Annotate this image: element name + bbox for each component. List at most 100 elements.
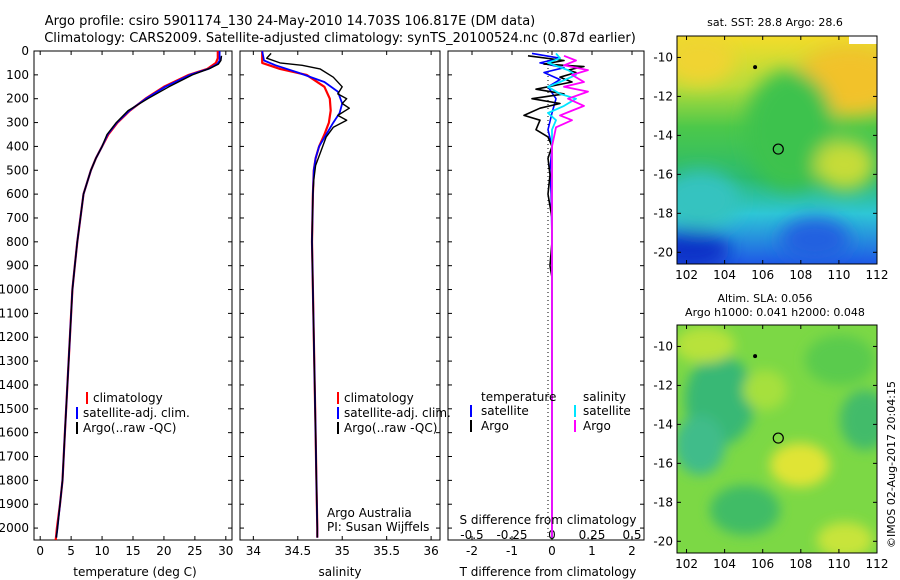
s-tick-label: 0.5 [622, 528, 641, 542]
lon-tick-label: 108 [789, 268, 812, 282]
salinity-axes-frame [239, 50, 441, 541]
sst-cold-patch [780, 218, 850, 262]
sla-low-patch [710, 485, 780, 535]
difference-depth-ticks [448, 50, 644, 529]
temperature-series [54, 51, 223, 541]
series-line-t-argo [523, 55, 585, 538]
legend-label-climatology: climatology [93, 391, 163, 405]
legend-label-satellite: satellite-adj. clim. [344, 406, 451, 420]
depth-tick-label: 900 [6, 259, 29, 273]
lon-tick-label: 106 [751, 557, 774, 571]
series-line-argo-raw-qc- [266, 52, 350, 538]
depth-tick-label: 200 [6, 92, 29, 106]
lat-tick-label: -12 [653, 89, 673, 103]
series-line-s-argo [551, 54, 589, 538]
salinity-xlabel: salinity [318, 565, 361, 579]
sst-map-axes: 102 104 106 108 110 112 -10 -12 -14 -16 -18 -20 [653, 36, 888, 282]
sst-field [677, 36, 877, 264]
difference-xlabel: T difference from climatology [459, 565, 637, 579]
island-marker [753, 354, 758, 359]
x-tick-label: 25 [187, 544, 202, 558]
salinity-depth-ticks [240, 50, 440, 529]
annotation-pi: PI: Susan Wijffels [327, 520, 429, 534]
legend-title-temperature: temperature [481, 390, 556, 404]
x-tick-label: 0 [36, 544, 44, 558]
depth-tick-label: 1600 [0, 426, 29, 440]
lat-tick-label: -14 [653, 417, 673, 431]
difference-series [523, 52, 589, 538]
sst-green-tongue [745, 70, 835, 190]
legend-label-argo: Argo(..raw -QC) [83, 421, 176, 435]
lon-tick-label: 112 [866, 557, 889, 571]
sst-cool-patch [677, 170, 740, 230]
depth-tick-label: 1900 [0, 497, 29, 511]
series-line-satellite-adj-clim- [261, 50, 344, 538]
depth-tick-label: 1200 [0, 330, 29, 344]
lat-tick-label: -20 [653, 245, 673, 259]
x-tick-label: 1 [588, 544, 596, 558]
depth-tick-label: 600 [6, 187, 29, 201]
depth-tick-label: 100 [6, 68, 29, 82]
annotation-institution: Argo Australia [327, 506, 412, 520]
salinity-difference-label: S difference from climatology [460, 513, 637, 527]
sla-high-patch [677, 327, 735, 363]
sst-map-panel: sat. SST: 28.8 Argo: 28.6 102 104 106 108 11… [653, 16, 888, 282]
x-tick-label: 5 [67, 544, 75, 558]
salinity-legend: climatology satellite-adj. clim. Argo(..… [337, 391, 451, 435]
lon-tick-label: 104 [713, 557, 736, 571]
difference-panel: -2 -1 0 1 2 -0.5 -0.25 0 0.25 0.5 T difference f… [447, 50, 645, 579]
lon-tick-label: 106 [751, 268, 774, 282]
sst-cold-patch [677, 230, 730, 264]
depth-tick-label: 1800 [0, 473, 29, 487]
difference-legend: temperature satellite Argo salinity sate… [470, 390, 631, 433]
lat-tick-label: -12 [653, 378, 673, 392]
difference-axes-frame [447, 50, 645, 541]
series-line-climatology [54, 51, 219, 541]
sla-map-title-line-1: Altim. SLA: 0.056 [717, 292, 812, 305]
sla-axes-frame [676, 324, 878, 554]
depth-tick-label: 1700 [0, 450, 29, 464]
salinity-x-axis: 34 34.5 35 35.5 36 [246, 51, 439, 558]
sla-map-axes: 102 104 106 108 110 112 -10 -12 -14 -16 -18 -20 [653, 325, 888, 571]
legend-label-s-satellite: satellite [583, 404, 631, 418]
x-tick-label: 36 [423, 544, 438, 558]
lat-tick-label: -10 [653, 50, 673, 64]
depth-tick-label: 800 [6, 235, 29, 249]
sla-mid-patch [743, 370, 787, 410]
figure-title-line-1: Argo profile: csiro 5901174_130 24-May-2… [45, 14, 536, 29]
island-marker [753, 65, 758, 70]
x-tick-label: 0 [548, 544, 556, 558]
lat-tick-label: -18 [653, 495, 673, 509]
legend-label-t-argo: Argo [481, 419, 509, 433]
depth-tick-label: 500 [6, 163, 29, 177]
x-tick-label: 30 [218, 544, 233, 558]
x-tick-label: -2 [466, 544, 478, 558]
salinity-series [261, 50, 350, 538]
sst-warm-patch [677, 36, 735, 85]
depth-tick-label: 1100 [0, 306, 29, 320]
legend-label-satellite: satellite-adj. clim. [83, 406, 190, 420]
sst-axes-frame [676, 35, 878, 265]
lon-tick-label: 104 [713, 268, 736, 282]
x-tick-label: 10 [94, 544, 109, 558]
sst-yellow-patch [815, 140, 875, 190]
lat-tick-label: -10 [653, 339, 673, 353]
sst-markers [753, 65, 784, 155]
lat-tick-label: -16 [653, 167, 673, 181]
depth-tick-label: 1000 [0, 283, 29, 297]
legend-label-s-argo: Argo [583, 419, 611, 433]
sla-low-patch [840, 390, 877, 450]
depth-tick-label: 1500 [0, 402, 29, 416]
lon-tick-label: 110 [827, 557, 850, 571]
s-tick-label: -0.25 [496, 528, 527, 542]
temperature-x-axis: 0 5 10 15 20 25 30 [36, 51, 233, 558]
sla-field [677, 325, 877, 553]
sla-map-panel: Altim. SLA: 0.056 Argo h1000: 0.041 h200… [653, 292, 888, 571]
difference-x-axis: -2 -1 0 1 2 [466, 51, 636, 558]
lat-tick-label: -18 [653, 206, 673, 220]
lon-tick-label: 110 [827, 268, 850, 282]
series-line-satellite-adj-clim- [55, 51, 221, 538]
lon-tick-label: 102 [675, 557, 698, 571]
sst-missing-data [849, 36, 877, 44]
